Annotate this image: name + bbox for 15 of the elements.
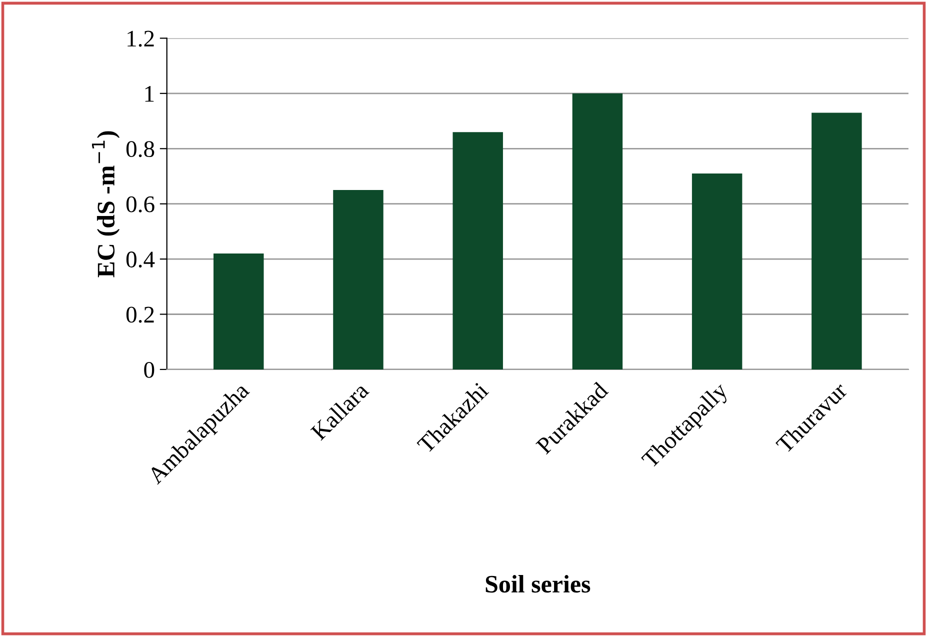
x-axis-title: Soil series (486, 575, 590, 593)
y-tick-label: 1 (145, 86, 154, 102)
y-tick-label: 1.2 (128, 30, 154, 47)
bar (452, 132, 503, 370)
y-axis-title: EC (dS -m$^{−1}$) (92, 131, 120, 278)
y-tick-label: 0.8 (126, 141, 154, 158)
bar (214, 254, 264, 370)
bar (812, 112, 862, 370)
bar (333, 190, 384, 370)
y-tick-label: 0.2 (126, 306, 154, 323)
y-tick-label: 0.6 (126, 196, 154, 212)
bar (692, 173, 742, 370)
y-tick-label: 0.4 (126, 252, 155, 268)
y-tick-label: 0 (144, 362, 154, 378)
bar (572, 93, 623, 370)
